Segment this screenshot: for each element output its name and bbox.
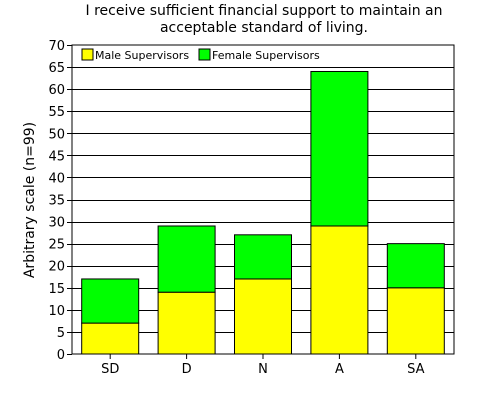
y-tick-label: 50 bbox=[48, 127, 65, 142]
y-tick-label: 70 bbox=[48, 39, 65, 54]
y-tick-label: 35 bbox=[48, 194, 65, 209]
bar-n-male bbox=[234, 278, 292, 355]
y-tick-label: 25 bbox=[48, 238, 65, 253]
legend-swatch-female bbox=[198, 48, 211, 61]
y-tick-label: 55 bbox=[48, 105, 65, 120]
bar-sd-female bbox=[81, 278, 140, 324]
y-tick-label: 60 bbox=[48, 83, 65, 98]
bar-sa-male bbox=[386, 287, 445, 355]
bar-n-female bbox=[234, 234, 292, 280]
y-tick-label: 30 bbox=[48, 216, 65, 231]
bar-sa-female bbox=[386, 243, 445, 289]
y-axis-ticks: 0 5 10 15 20 25 30 35 40 45 50 55 60 65 70 bbox=[48, 39, 72, 363]
x-axis-ticks: SD D N A SA bbox=[101, 354, 425, 377]
y-tick-label: 15 bbox=[48, 282, 65, 297]
x-tick-label: SA bbox=[407, 362, 424, 377]
y-tick-label: 5 bbox=[57, 326, 65, 341]
bar-sd-male bbox=[81, 322, 140, 355]
bars bbox=[81, 70, 445, 355]
y-axis-label: Arbitrary scale (n=99) bbox=[22, 122, 38, 278]
chart-title-line-2: acceptable standard of living. bbox=[160, 20, 368, 36]
y-tick-label: 0 bbox=[57, 348, 65, 363]
bar-a-female bbox=[310, 70, 369, 227]
legend-label-male: Male Supervisors bbox=[95, 49, 189, 62]
bar-d-female bbox=[157, 225, 216, 293]
legend-label-female: Female Supervisors bbox=[212, 49, 320, 62]
chart-title-line-1: I receive sufficient financial support t… bbox=[86, 3, 443, 19]
bar-d-male bbox=[157, 291, 216, 355]
y-tick-label: 10 bbox=[48, 304, 65, 319]
y-tick-label: 40 bbox=[48, 171, 65, 186]
x-tick-label: N bbox=[258, 362, 268, 377]
chart-title: I receive sufficient financial support t… bbox=[86, 3, 443, 36]
y-tick-label: 20 bbox=[48, 260, 65, 275]
y-tick-label: 65 bbox=[48, 61, 65, 76]
bar-a-male bbox=[310, 225, 369, 355]
legend: Male Supervisors Female Supervisors bbox=[81, 48, 320, 62]
x-tick-label: SD bbox=[101, 362, 119, 377]
y-tick-label: 45 bbox=[48, 149, 65, 164]
legend-swatch-male bbox=[81, 48, 94, 61]
x-tick-label: A bbox=[335, 362, 344, 377]
x-tick-label: D bbox=[182, 362, 192, 377]
